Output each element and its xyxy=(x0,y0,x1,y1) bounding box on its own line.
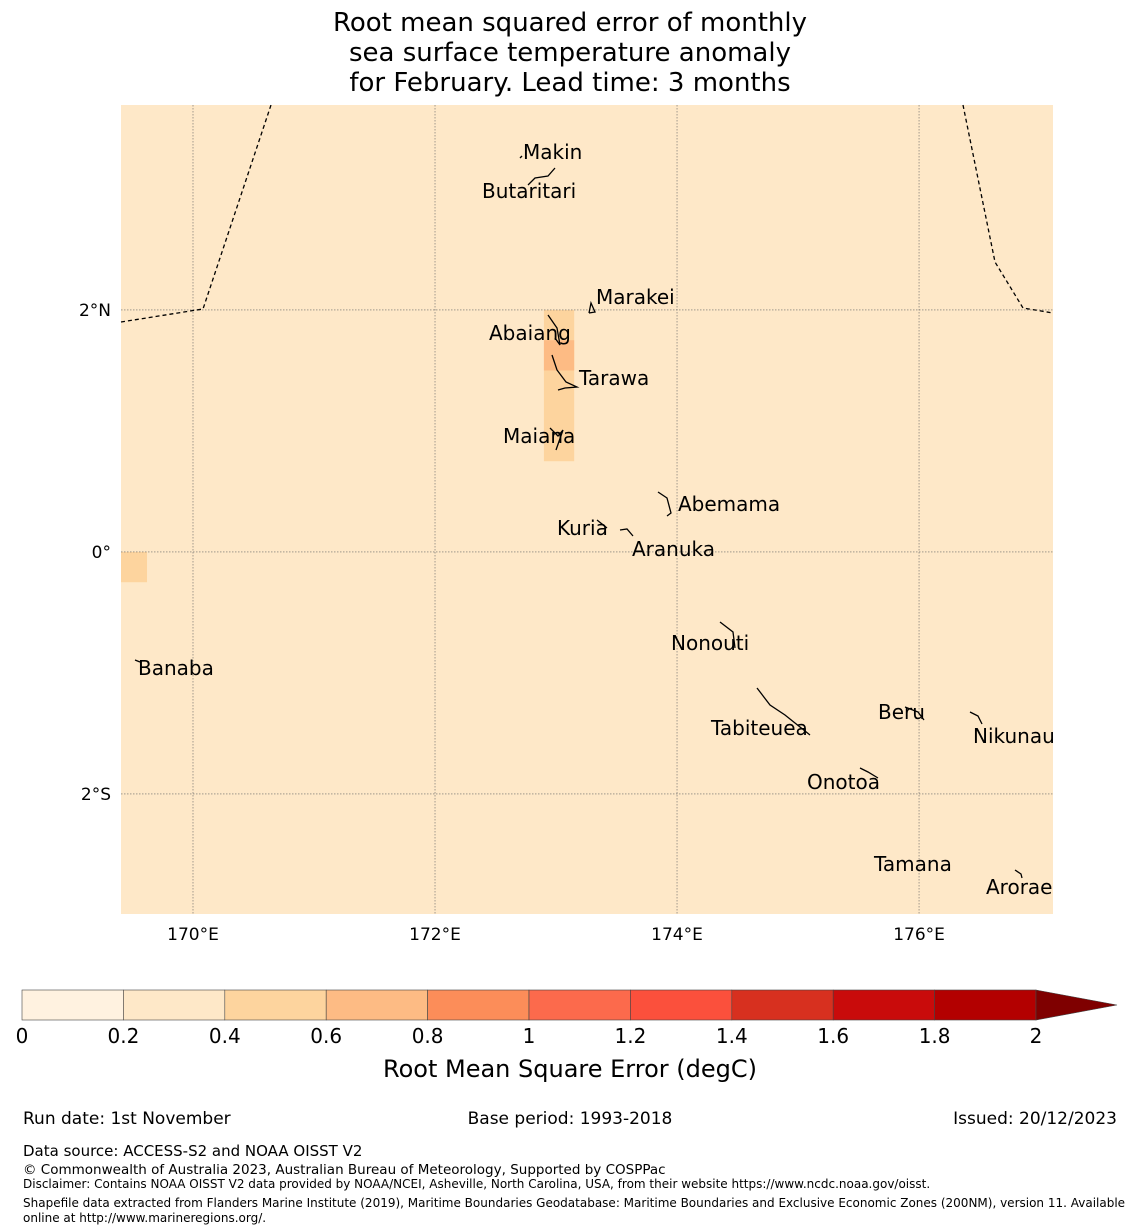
rmse-cell xyxy=(121,551,148,583)
island-coastline xyxy=(619,528,634,537)
island-label: Abemama xyxy=(678,492,780,516)
island-label: Tabiteuea xyxy=(710,716,808,740)
title-line-1: Root mean squared error of monthly xyxy=(332,8,808,38)
run-date: Run date: 1st November xyxy=(23,1109,231,1129)
island-label: Kuria xyxy=(557,516,608,540)
island-label: Banaba xyxy=(138,656,214,680)
issued-date: Issued: 20/12/2023 xyxy=(953,1109,1117,1129)
colorbar-extend-arrow xyxy=(1035,989,1118,1021)
copyright: © Commonwealth of Australia 2023, Austra… xyxy=(23,1162,666,1178)
colorbar-tick-label: 0.4 xyxy=(209,1024,241,1048)
colorbar-bin xyxy=(934,989,1037,1021)
colorbar-bin xyxy=(123,989,226,1021)
island-label: Beru xyxy=(878,700,925,724)
island-label: Nikunau xyxy=(973,724,1055,748)
island-coastline xyxy=(596,519,608,529)
island-coastline xyxy=(859,767,879,779)
colorbar-tick-label: 1.8 xyxy=(919,1024,951,1048)
colorbar-bin xyxy=(731,989,834,1021)
colorbar-tick-label: 1 xyxy=(523,1024,536,1048)
rmse-cell xyxy=(543,370,575,462)
title-line-2: sea surface temperature anomaly xyxy=(349,38,791,68)
chart-title: Root mean squared error of monthly sea s… xyxy=(0,8,1140,98)
map-background xyxy=(121,105,1053,914)
base-period: Base period: 1993-2018 xyxy=(467,1109,673,1129)
colorbar-tick-label: 0 xyxy=(16,1024,29,1048)
colorbar-tick-label: 0.2 xyxy=(107,1024,139,1048)
colorbar-bin xyxy=(528,989,631,1021)
island-label: Tarawa xyxy=(578,366,649,390)
shapefile-note: Shapefile data extracted from Flanders M… xyxy=(23,1196,1126,1210)
lat-tick-label: 2°S xyxy=(81,785,111,805)
colorbar-bin xyxy=(325,989,428,1021)
lon-tick-label: 176°E xyxy=(893,925,945,945)
lat-tick-label: 2°N xyxy=(79,301,111,321)
island-coastline xyxy=(134,659,141,663)
lon-tick-label: 174°E xyxy=(651,925,703,945)
island-label: Maiana xyxy=(503,424,575,448)
island-label: Onotoa xyxy=(807,770,880,794)
island-label: Nonouti xyxy=(671,631,749,655)
island-coastline xyxy=(657,491,672,517)
colorbar-tick-label: 0.6 xyxy=(310,1024,342,1048)
island-coastline xyxy=(551,354,580,391)
island-label: Aranuka xyxy=(632,537,715,561)
island-coastline xyxy=(527,167,556,186)
island-coastline xyxy=(719,621,736,649)
data-source: Data source: ACCESS-S2 and NOAA OISST V2 xyxy=(23,1142,363,1160)
island-label: Marakei xyxy=(596,285,675,309)
island-coastline xyxy=(969,711,983,725)
island-coastline xyxy=(588,300,596,314)
colorbar-bin xyxy=(832,989,935,1021)
island-label: Butaritari xyxy=(482,179,576,203)
colorbar-tick-label: 1.4 xyxy=(716,1024,748,1048)
island-label: Arorae xyxy=(986,875,1052,899)
eez-boundary-east xyxy=(962,104,1054,314)
colorbar-bin xyxy=(224,989,327,1021)
island-label: Makin xyxy=(523,140,582,164)
island-coastline xyxy=(547,314,561,346)
shapefile-note-url: online at http://www.marineregions.org/. xyxy=(23,1211,267,1225)
colorbar-tick-label: 1.2 xyxy=(614,1024,646,1048)
rmse-cell xyxy=(543,340,575,371)
island-coastline xyxy=(519,155,523,159)
colorbar-bin xyxy=(630,989,733,1021)
title-line-3: for February. Lead time: 3 months xyxy=(349,68,791,98)
eez-boundary-west xyxy=(120,104,272,323)
lat-tick-label: 0° xyxy=(92,543,111,563)
colorbar-tick-label: 2 xyxy=(1030,1024,1043,1048)
colorbar-bin xyxy=(427,989,530,1021)
colorbar-tick-label: 1.6 xyxy=(817,1024,849,1048)
island-label: Abaiang xyxy=(489,321,571,345)
island-coastline xyxy=(756,687,811,736)
island-coastline xyxy=(549,427,564,451)
island-coastline xyxy=(904,706,925,721)
disclaimer: Disclaimer: Contains NOAA OISST V2 data … xyxy=(23,1177,931,1191)
lon-tick-label: 170°E xyxy=(167,925,219,945)
island-label: Tamana xyxy=(873,852,952,876)
colorbar-tick-label: 0.8 xyxy=(412,1024,444,1048)
colorbar-bin xyxy=(21,989,124,1021)
island-coastline xyxy=(1014,869,1023,879)
lon-tick-label: 172°E xyxy=(409,925,461,945)
colorbar-label: Root Mean Square Error (degC) xyxy=(383,1055,757,1083)
